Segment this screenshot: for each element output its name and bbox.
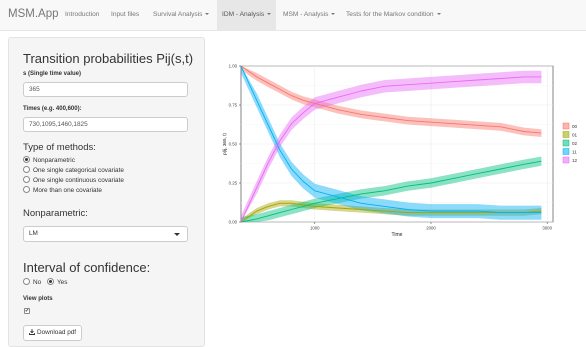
times-input[interactable]: 730,1095,1460,1825 [23, 117, 188, 132]
transition-probability-plot: 0.00 0.25 0.50 0.75 1.00 1000 2000 3000 Time p(ij… [213, 62, 586, 247]
panel-title: Transition probabilities Pij(s,t) [23, 51, 194, 66]
radio-button[interactable] [23, 165, 30, 173]
series-line-00 [240, 65, 542, 134]
view-plots-checkbox[interactable]: ✔ [24, 308, 30, 314]
chart-svg: 0.00 0.25 0.50 0.75 1.00 1000 2000 3000 Time p(ij… [222, 64, 578, 239]
chevron-down-icon [174, 233, 180, 236]
method-categorical[interactable]: One single categorical covariate [23, 165, 124, 175]
radio-label: More than one covariate [33, 187, 102, 194]
nonparametric-title: Nonparametric: [23, 208, 88, 219]
ci-option-no[interactable]: No [23, 277, 42, 287]
legend-key-00 [562, 122, 570, 130]
view-plots-label: View plots [23, 296, 53, 302]
legend-label-01: 01 [572, 132, 578, 137]
y-tick-label: 0.50 [229, 142, 238, 147]
y-tick-label: 0.00 [229, 220, 238, 225]
nav-label: Input files [111, 11, 140, 18]
nav-idm-analysis[interactable]: IDM - Analysis [217, 0, 277, 30]
radio-button[interactable] [23, 155, 30, 163]
download-icon [29, 329, 35, 336]
chevron-down-icon [331, 13, 336, 16]
legend-key-12 [562, 156, 570, 164]
method-continuous[interactable]: One single continuous covariate [23, 175, 124, 185]
ci-option-yes[interactable]: Yes [47, 277, 68, 287]
series-line-12 [240, 76, 542, 223]
download-pdf-button[interactable]: Download pdf [23, 325, 83, 341]
method-multiple[interactable]: More than one covariate [23, 185, 102, 195]
legend-label-11: 11 [572, 149, 577, 154]
s-label: s (Single time value) [23, 71, 82, 77]
nav-label: Tests for the Markov condition [346, 11, 434, 18]
confidence-band-00 [241, 66, 542, 137]
legend-key-01 [562, 131, 570, 138]
nav-input-files[interactable]: Input files [106, 0, 144, 30]
series-line-11 [240, 65, 542, 214]
s-input[interactable]: 365 [23, 82, 188, 97]
radio-label: Nonparametric [33, 157, 75, 164]
nav-msm-analysis[interactable]: MSM - Analysis [278, 0, 340, 30]
nav-introduction[interactable]: Introduction [60, 0, 104, 30]
nav-label: Survival Analysis [153, 11, 203, 18]
legend-key-11 [562, 148, 570, 155]
legend-key-02 [562, 139, 570, 147]
radio-button[interactable] [23, 175, 30, 183]
chevron-down-icon [267, 13, 272, 16]
s-input-value: 365 [29, 86, 40, 93]
radio-label: Yes [57, 279, 68, 286]
times-label: Times (e.g. 400,600): [23, 106, 82, 112]
nav-label: IDM - Analysis [222, 11, 265, 18]
times-input-value: 730,1095,1460,1825 [29, 121, 88, 128]
x-axis-title: Time [392, 232, 403, 238]
y-tick-label: 0.75 [229, 103, 238, 108]
chevron-down-icon [436, 13, 441, 16]
radio-button[interactable] [23, 185, 30, 193]
sidebar-panel: Transition probabilities Pij(s,t) s (Sin… [8, 37, 205, 347]
x-tick-label: 2000 [426, 226, 436, 231]
nonparametric-select[interactable]: LM [23, 226, 188, 242]
y-axis-title: p(ij, 365, t) [222, 133, 227, 155]
legend-label-12: 12 [572, 158, 578, 163]
nav-label: MSM - Analysis [283, 11, 329, 18]
radio-label: One single categorical covariate [33, 167, 124, 174]
nav-label: Introduction [65, 11, 100, 18]
chevron-down-icon [205, 13, 210, 16]
legend-label-02: 02 [572, 141, 578, 146]
x-tick-label: 3000 [542, 226, 552, 231]
methods-title: Type of methods: [23, 142, 96, 153]
radio-label: No [33, 279, 42, 286]
radio-label: One single continuous covariate [33, 177, 124, 184]
radio-button[interactable] [23, 277, 30, 285]
method-nonparametric[interactable]: Nonparametric [23, 155, 75, 165]
navbar: MSM.App Introduction Input files Surviva… [0, 0, 586, 31]
x-tick-label: 1000 [310, 226, 320, 231]
y-tick-label: 0.25 [229, 181, 238, 186]
ci-title: Interval of confidence: [23, 260, 151, 275]
confidence-band-12 [241, 70, 542, 222]
nav-survival-analysis[interactable]: Survival Analysis [148, 0, 214, 30]
legend-label-00: 00 [572, 124, 578, 129]
check-icon: ✔ [25, 308, 30, 314]
series-line-02 [240, 160, 542, 223]
nav-markov-tests[interactable]: Tests for the Markov condition [341, 0, 446, 30]
navbar-brand[interactable]: MSM.App [8, 8, 59, 20]
series-line-01 [240, 202, 542, 223]
radio-button[interactable] [47, 277, 54, 285]
y-tick-label: 1.00 [229, 64, 238, 69]
download-label: Download pdf [37, 329, 77, 336]
select-value: LM [29, 230, 38, 237]
